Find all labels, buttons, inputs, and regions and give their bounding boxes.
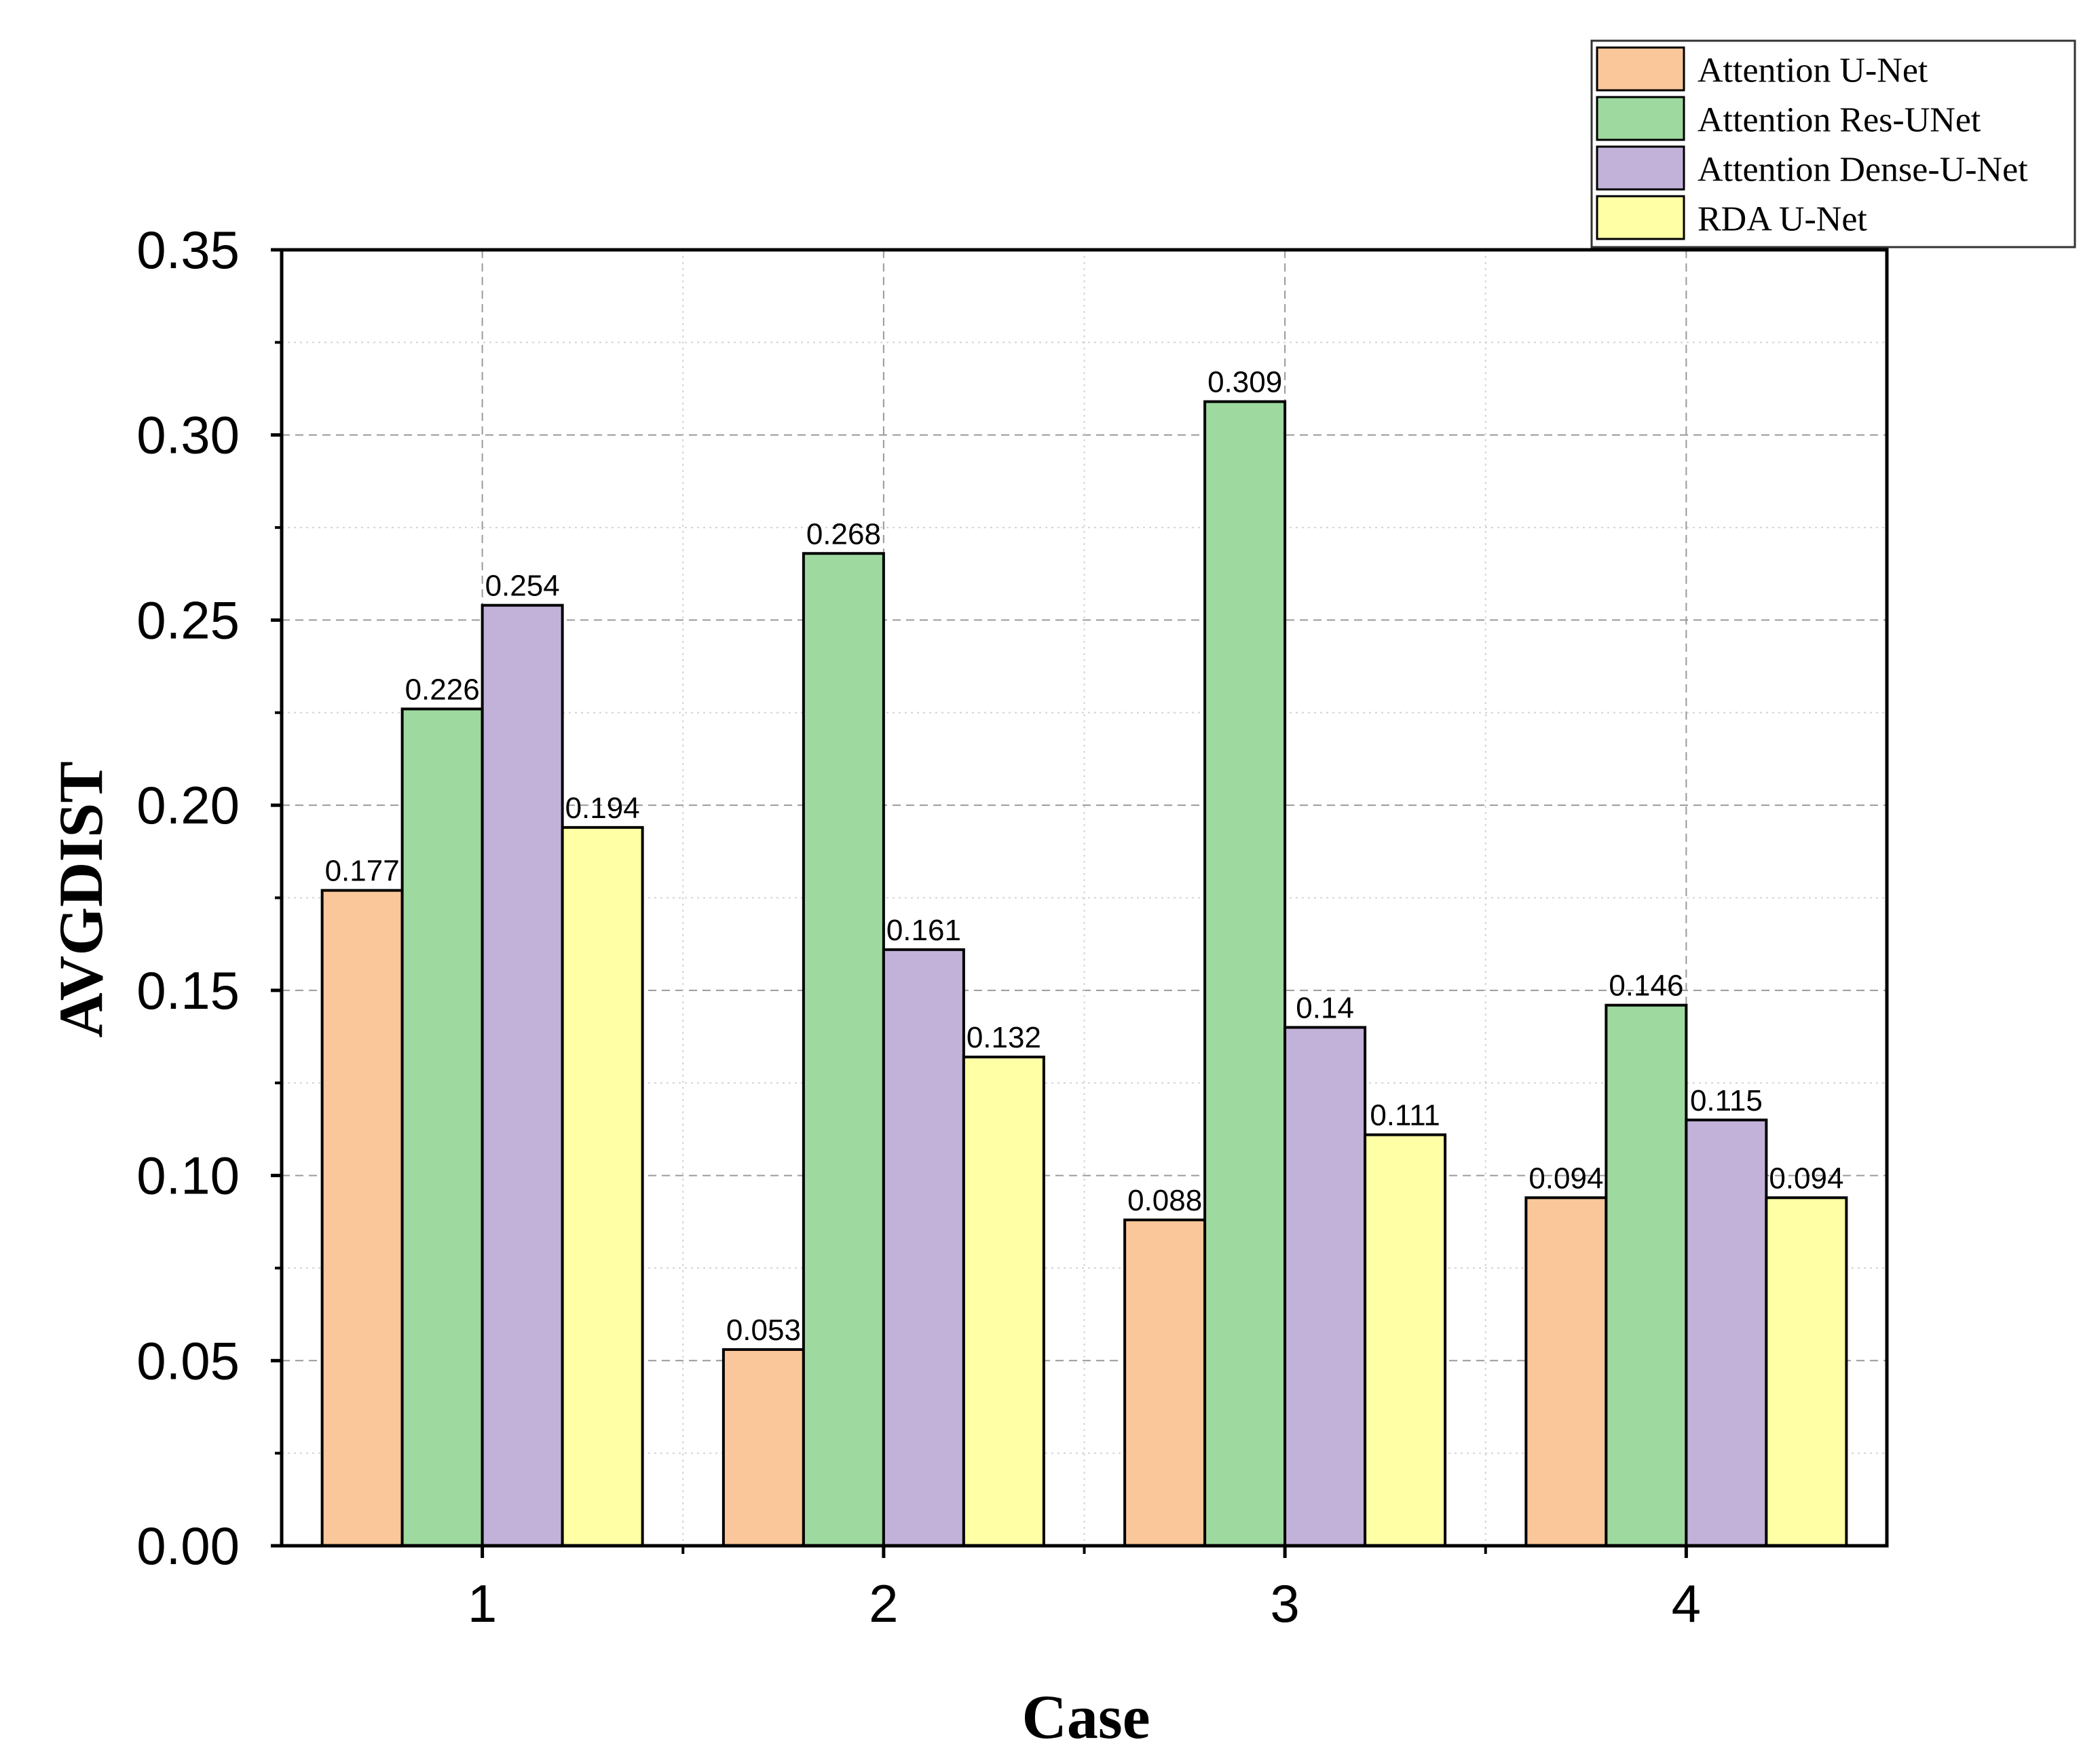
y-tick-label: 0.05 [136, 1331, 240, 1390]
legend-label: Attention Res-UNet [1698, 101, 1981, 140]
axis-layer: 0.00 0.05 0.10 0.15 0.20 0.25 0.30 0.35 1 2 3 4 [136, 220, 1889, 1633]
bar [962, 1056, 1045, 1547]
y-tick-label: 0.35 [136, 220, 240, 280]
legend-swatch [1596, 195, 1685, 240]
legend-label: Attention Dense-U-Net [1698, 151, 2028, 189]
y-tick-label: 0.25 [136, 590, 240, 650]
bar [1685, 1118, 1768, 1548]
y-tick-label: 0.00 [136, 1516, 240, 1576]
data-label: 0.309 [1207, 366, 1282, 399]
bar [882, 948, 965, 1547]
x-tick-label: 1 [468, 1574, 497, 1633]
bar [802, 552, 885, 1547]
data-label: 0.177 [325, 855, 400, 888]
bar [1765, 1196, 1848, 1547]
bars-layer: 0.177 0.053 0.088 0.094 0.226 0.268 0.309 0.146… [320, 366, 1848, 1548]
y-tick-label: 0.20 [136, 775, 240, 835]
data-label: 0.088 [1127, 1184, 1202, 1217]
data-label: 0.132 [967, 1021, 1041, 1054]
bar [721, 1348, 805, 1547]
bar [1364, 1133, 1447, 1548]
bar [481, 604, 564, 1547]
bar [1605, 1003, 1688, 1548]
data-label: 0.254 [485, 570, 560, 603]
bar [400, 707, 484, 1547]
legend-label: Attention U-Net [1698, 52, 1928, 90]
y-tick-label: 0.10 [136, 1146, 240, 1206]
data-label: 0.094 [1769, 1162, 1843, 1195]
bar [1203, 400, 1287, 1547]
data-label: 0.115 [1690, 1084, 1763, 1117]
data-label: 0.14 [1296, 991, 1354, 1024]
y-tick-label: 0.15 [136, 961, 240, 1020]
data-label: 0.268 [806, 517, 881, 551]
bar [1283, 1026, 1367, 1547]
bar [561, 825, 644, 1547]
y-tick-label: 0.30 [136, 405, 240, 465]
y-axis-title: AVGDIST [46, 761, 115, 1037]
x-tick-label: 2 [869, 1574, 898, 1633]
x-tick-label: 3 [1270, 1574, 1299, 1633]
data-label: 0.161 [886, 914, 961, 947]
data-label: 0.226 [405, 673, 480, 706]
bar [1524, 1196, 1608, 1547]
bar [1123, 1219, 1207, 1547]
legend-label: RDA U-Net [1698, 200, 1867, 239]
bar [320, 889, 404, 1547]
legend-swatch [1596, 46, 1685, 92]
legend: Attention U-Net Attention Res-UNet Attenti… [1590, 39, 2076, 248]
legend-swatch [1596, 145, 1685, 191]
data-label: 0.094 [1529, 1162, 1603, 1195]
x-axis-title: Case [1021, 1682, 1150, 1751]
data-label: 0.146 [1609, 969, 1683, 1003]
data-label: 0.111 [1370, 1099, 1440, 1132]
x-tick-label: 4 [1672, 1574, 1701, 1633]
data-label: 0.194 [565, 792, 640, 825]
legend-swatch [1596, 96, 1685, 141]
data-label: 0.053 [726, 1314, 801, 1347]
